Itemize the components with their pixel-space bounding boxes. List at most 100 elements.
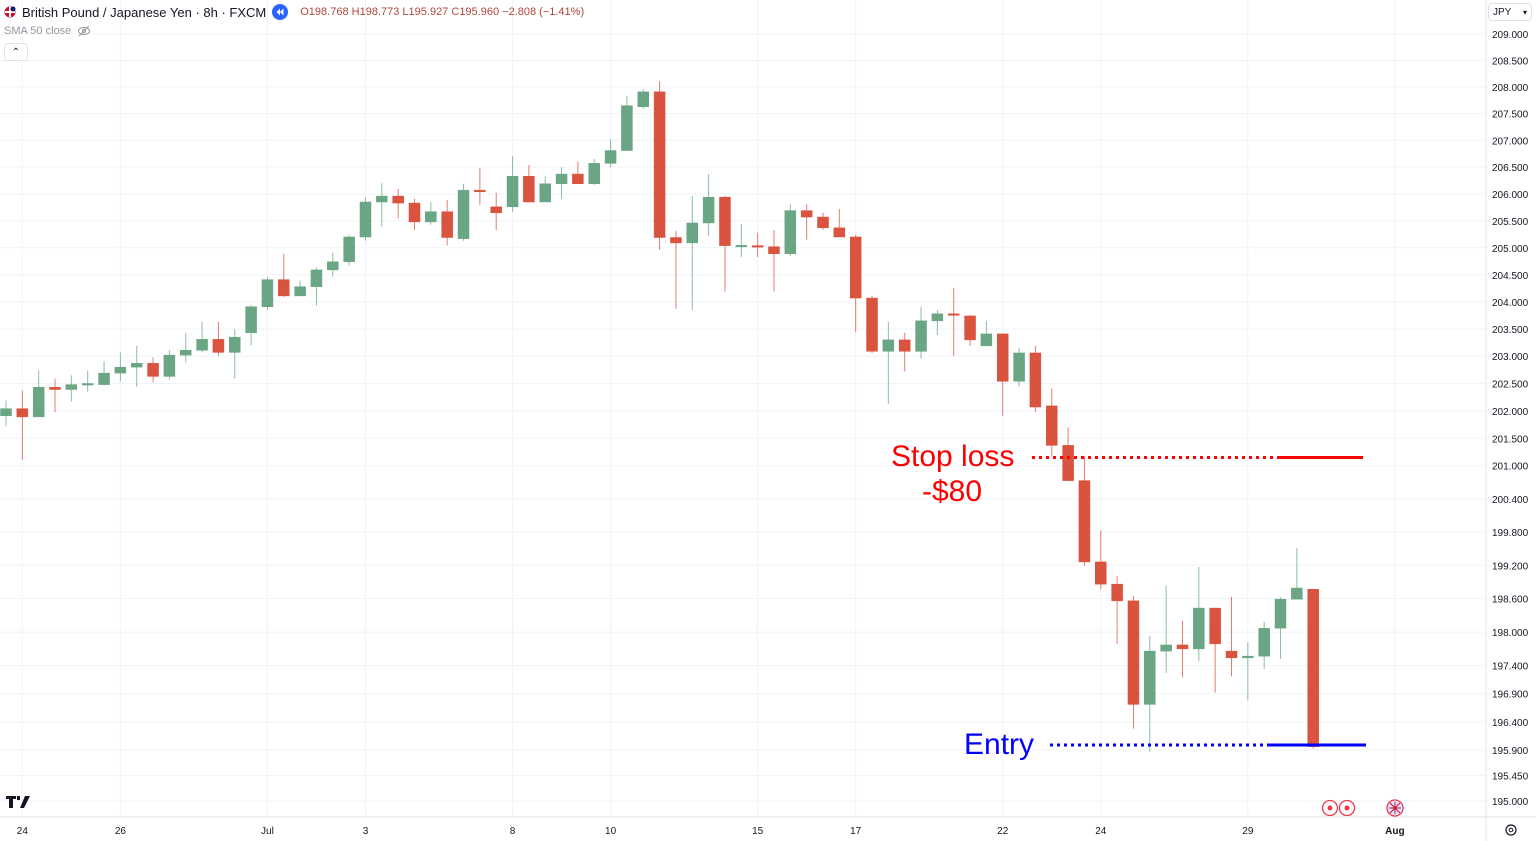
price-tick-label: 202.000 <box>1492 407 1529 418</box>
candle-up[interactable] <box>506 175 519 208</box>
candle-down[interactable] <box>1209 607 1221 645</box>
symbol-title[interactable]: British Pound / Japanese Yen · 8h · FXCM <box>22 4 267 20</box>
candle-down[interactable] <box>212 339 225 353</box>
candle-up[interactable] <box>1291 587 1303 600</box>
candle-up[interactable] <box>702 196 715 224</box>
candle-up[interactable] <box>931 313 944 322</box>
candle-down[interactable] <box>523 175 535 203</box>
currency-dropdown[interactable]: JPY ▾ <box>1488 3 1532 21</box>
candle-up[interactable] <box>179 349 192 356</box>
sma-label[interactable]: SMA 50 close <box>4 25 72 37</box>
candle-up[interactable] <box>130 363 143 368</box>
rewind-icon[interactable] <box>272 4 289 20</box>
time-tick-label: 24 <box>1095 826 1107 837</box>
candle-up[interactable] <box>686 222 699 244</box>
candle-up[interactable] <box>1160 644 1172 652</box>
candle-up[interactable] <box>359 201 372 238</box>
collapse-legend-button[interactable]: ⌃ <box>4 43 28 61</box>
candle-down[interactable] <box>441 211 453 238</box>
candle-up[interactable] <box>784 210 797 254</box>
candle-down[interactable] <box>833 227 846 238</box>
candle-down[interactable] <box>490 206 502 213</box>
candle-down[interactable] <box>278 279 290 297</box>
candle-up[interactable] <box>1242 655 1254 659</box>
candle-down[interactable] <box>800 210 813 218</box>
candle-up[interactable] <box>882 339 895 352</box>
candle-up[interactable] <box>32 387 45 418</box>
candle-up[interactable] <box>343 236 355 263</box>
candle-up[interactable] <box>310 269 323 287</box>
candle-down[interactable] <box>670 237 682 244</box>
candle-down[interactable] <box>947 313 960 316</box>
candle-down[interactable] <box>1176 644 1189 650</box>
candle-up[interactable] <box>621 105 633 151</box>
candle-down[interactable] <box>392 195 404 204</box>
candle-down[interactable] <box>996 333 1009 382</box>
candle-up[interactable] <box>457 189 470 239</box>
candle-up[interactable] <box>604 150 617 164</box>
candle-up[interactable] <box>196 339 208 351</box>
candle-up[interactable] <box>915 320 927 352</box>
candle-up[interactable] <box>1274 598 1287 629</box>
candle-down[interactable] <box>719 196 731 246</box>
candle-up[interactable] <box>980 333 993 347</box>
tradingview-logo[interactable] <box>6 796 30 808</box>
candle-up[interactable] <box>735 245 748 248</box>
candle-down[interactable] <box>817 216 829 229</box>
candle-down[interactable] <box>49 387 61 390</box>
candle-up[interactable] <box>425 211 437 223</box>
candle-up[interactable] <box>261 279 274 307</box>
candle-down[interactable] <box>751 245 764 248</box>
candle-up[interactable] <box>1144 650 1156 705</box>
candle-up[interactable] <box>539 183 551 203</box>
change-value: −2.808 (−1.41%) <box>502 6 585 18</box>
candle-up[interactable] <box>376 195 388 203</box>
candle-up[interactable] <box>588 163 600 184</box>
candle-down[interactable] <box>1127 600 1140 705</box>
price-tick-label: 208.500 <box>1492 56 1529 67</box>
candle-up[interactable] <box>637 91 650 108</box>
candle-down[interactable] <box>1046 405 1058 446</box>
candle-down[interactable] <box>849 236 862 299</box>
candle-up[interactable] <box>98 372 110 385</box>
price-tick-label: 206.000 <box>1492 190 1529 201</box>
candle-down[interactable] <box>16 408 29 418</box>
candle-up[interactable] <box>229 336 241 353</box>
candle-down[interactable] <box>572 173 584 184</box>
entry-label: Entry <box>964 728 1035 761</box>
settings-icon[interactable] <box>1505 824 1517 836</box>
candle-up[interactable] <box>114 366 127 374</box>
candle-down[interactable] <box>1062 445 1074 481</box>
candle-up[interactable] <box>327 261 339 271</box>
candle-up[interactable] <box>1258 627 1270 657</box>
candle-down[interactable] <box>964 315 976 341</box>
candle-down[interactable] <box>147 363 159 377</box>
candle-down[interactable] <box>653 91 666 238</box>
candle-down[interactable] <box>1111 583 1123 602</box>
candle-down[interactable] <box>768 246 780 254</box>
candle-down[interactable] <box>1095 561 1107 585</box>
candle-down[interactable] <box>474 189 486 193</box>
stop-loss-amount: -$80 <box>922 475 983 508</box>
candle-down[interactable] <box>898 339 911 352</box>
candle-up[interactable] <box>1013 352 1025 382</box>
candle-up[interactable] <box>245 306 257 334</box>
eye-off-icon[interactable] <box>77 25 91 37</box>
candle-down[interactable] <box>1029 352 1042 408</box>
candle-up[interactable] <box>0 408 12 417</box>
time-tick-label: 15 <box>752 826 764 837</box>
candle-up[interactable] <box>163 354 176 377</box>
price-tick-label: 203.500 <box>1492 325 1529 336</box>
candle-up[interactable] <box>555 173 568 184</box>
candle-down[interactable] <box>1307 589 1319 747</box>
candle-up[interactable] <box>294 286 306 297</box>
candle-up[interactable] <box>81 383 94 386</box>
stop-loss-label: Stop loss <box>891 440 1015 473</box>
candle-up[interactable] <box>65 384 78 390</box>
candle-down[interactable] <box>1078 480 1091 563</box>
candle-down[interactable] <box>1225 650 1238 659</box>
candle-down[interactable] <box>408 202 421 223</box>
candle-down[interactable] <box>866 297 878 352</box>
candle-up[interactable] <box>1193 607 1205 650</box>
